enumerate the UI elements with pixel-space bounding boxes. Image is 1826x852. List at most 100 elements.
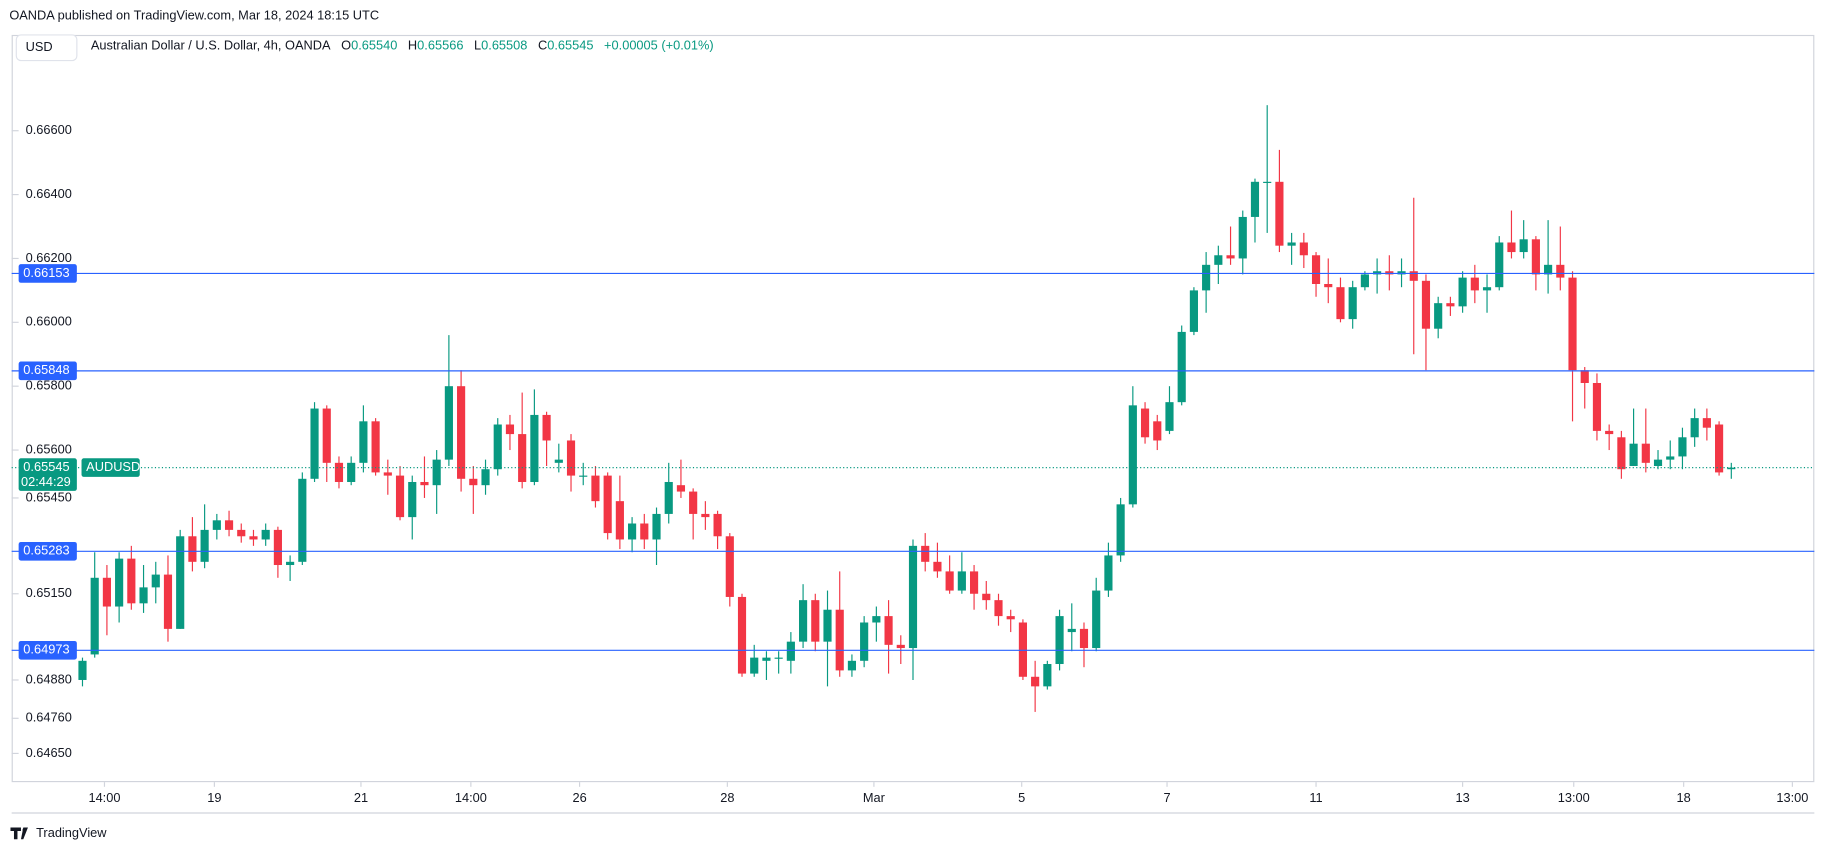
candle-body bbox=[127, 558, 136, 604]
candle-body bbox=[737, 596, 747, 674]
candle-body bbox=[1031, 676, 1040, 687]
candle-body bbox=[762, 657, 771, 661]
price-line-label: 0.64973 bbox=[23, 642, 69, 657]
high-label: H bbox=[408, 38, 417, 53]
candle-body bbox=[908, 545, 918, 649]
candle-body bbox=[1287, 242, 1296, 246]
candle-body bbox=[1605, 430, 1614, 435]
y-tick-label: 0.65800 bbox=[26, 378, 72, 393]
candle-body bbox=[750, 657, 759, 674]
candle-body bbox=[469, 478, 478, 486]
candle-body bbox=[1043, 664, 1052, 687]
symbol-tag bbox=[81, 458, 140, 477]
candle-body bbox=[1153, 421, 1162, 441]
candle-body bbox=[115, 558, 124, 607]
y-tick-label: 0.64650 bbox=[26, 745, 72, 760]
candle-body bbox=[566, 440, 576, 476]
candle-body bbox=[664, 481, 673, 514]
x-tick-label: 7 bbox=[1163, 790, 1170, 805]
candle-body bbox=[774, 657, 783, 659]
last-price-label: 0.65545 bbox=[23, 459, 69, 474]
close-value: 0.65545 bbox=[547, 38, 593, 53]
candle-body bbox=[1226, 255, 1235, 259]
candle-body bbox=[1079, 628, 1089, 649]
candle-body bbox=[383, 472, 392, 476]
candle-body bbox=[1678, 437, 1687, 457]
candle-body bbox=[347, 462, 356, 482]
candle-body bbox=[359, 421, 368, 463]
candle-body bbox=[1373, 271, 1382, 275]
candle-body bbox=[408, 481, 417, 518]
candle-body bbox=[1189, 290, 1198, 332]
candle-body bbox=[1250, 181, 1260, 217]
candle-body bbox=[371, 421, 380, 473]
candle-body bbox=[1446, 303, 1455, 307]
open-label: O bbox=[341, 38, 351, 53]
x-tick-label: 26 bbox=[572, 790, 586, 805]
x-tick-label: 28 bbox=[720, 790, 734, 805]
candle-body bbox=[835, 609, 844, 671]
y-tick-label: 0.66600 bbox=[26, 122, 72, 137]
candle-body bbox=[188, 536, 197, 562]
candle-body bbox=[1421, 280, 1431, 329]
candle-body bbox=[1568, 277, 1577, 371]
change-value: +0.00005 (+0.01%) bbox=[604, 38, 714, 53]
candle-body bbox=[1348, 287, 1357, 320]
candle-body bbox=[1531, 239, 1540, 275]
x-tick-label: 5 bbox=[1018, 790, 1025, 805]
candle-body bbox=[1336, 287, 1345, 320]
candle-body bbox=[1592, 382, 1602, 431]
x-tick-label: 21 bbox=[354, 790, 368, 805]
candle-body bbox=[298, 478, 307, 562]
candle-body bbox=[1470, 277, 1479, 291]
candle-body bbox=[457, 386, 466, 479]
x-tick-label: 13 bbox=[1455, 790, 1469, 805]
price-line-tag bbox=[18, 264, 77, 283]
candle-body bbox=[224, 520, 234, 530]
candle-body bbox=[811, 600, 820, 642]
y-tick-label: 0.65150 bbox=[26, 585, 72, 600]
candle-body bbox=[90, 577, 99, 655]
candle-body bbox=[261, 529, 270, 540]
candle-body bbox=[1482, 287, 1492, 291]
candle-body bbox=[1458, 277, 1467, 307]
candle-body bbox=[615, 501, 624, 540]
high-value: 0.65566 bbox=[417, 38, 463, 53]
candle-body bbox=[1641, 443, 1650, 463]
x-tick-label: 11 bbox=[1309, 790, 1322, 805]
y-tick-label: 0.64760 bbox=[26, 710, 72, 725]
candle-body bbox=[1397, 271, 1406, 275]
candle-body bbox=[1067, 628, 1076, 633]
countdown-label: 02:44:29 bbox=[21, 474, 71, 489]
candle-body bbox=[530, 414, 539, 482]
candle-body bbox=[1311, 255, 1321, 284]
candle-body bbox=[505, 424, 515, 435]
close-label: C bbox=[538, 38, 547, 53]
candle-body bbox=[200, 529, 209, 562]
candle-body bbox=[957, 571, 966, 591]
x-tick-label: 19 bbox=[207, 790, 221, 805]
y-tick-label: 0.64880 bbox=[26, 671, 72, 686]
candle-body bbox=[1140, 408, 1150, 438]
currency-button[interactable] bbox=[15, 34, 78, 62]
symbol-desc: Australian Dollar / U.S. Dollar, 4h, OAN… bbox=[91, 38, 331, 53]
y-tick-label: 0.66000 bbox=[26, 314, 72, 329]
y-tick-label: 0.65600 bbox=[26, 441, 72, 456]
candle-body bbox=[273, 529, 282, 566]
price-line-label: 0.65283 bbox=[23, 543, 69, 558]
candle-body bbox=[982, 593, 991, 601]
y-tick-label: 0.66200 bbox=[26, 250, 72, 265]
candle-body bbox=[1519, 239, 1528, 253]
candle-body bbox=[286, 561, 295, 566]
candle-body bbox=[212, 520, 221, 530]
candle-body bbox=[518, 434, 527, 482]
candle-body bbox=[725, 536, 734, 597]
published-note: OANDA published on TradingView.com, Mar … bbox=[9, 8, 379, 23]
candle-body bbox=[493, 424, 502, 470]
candle-body bbox=[969, 571, 979, 594]
candle-body bbox=[579, 475, 588, 477]
candle-body bbox=[1727, 467, 1736, 470]
candle-body bbox=[310, 408, 319, 479]
